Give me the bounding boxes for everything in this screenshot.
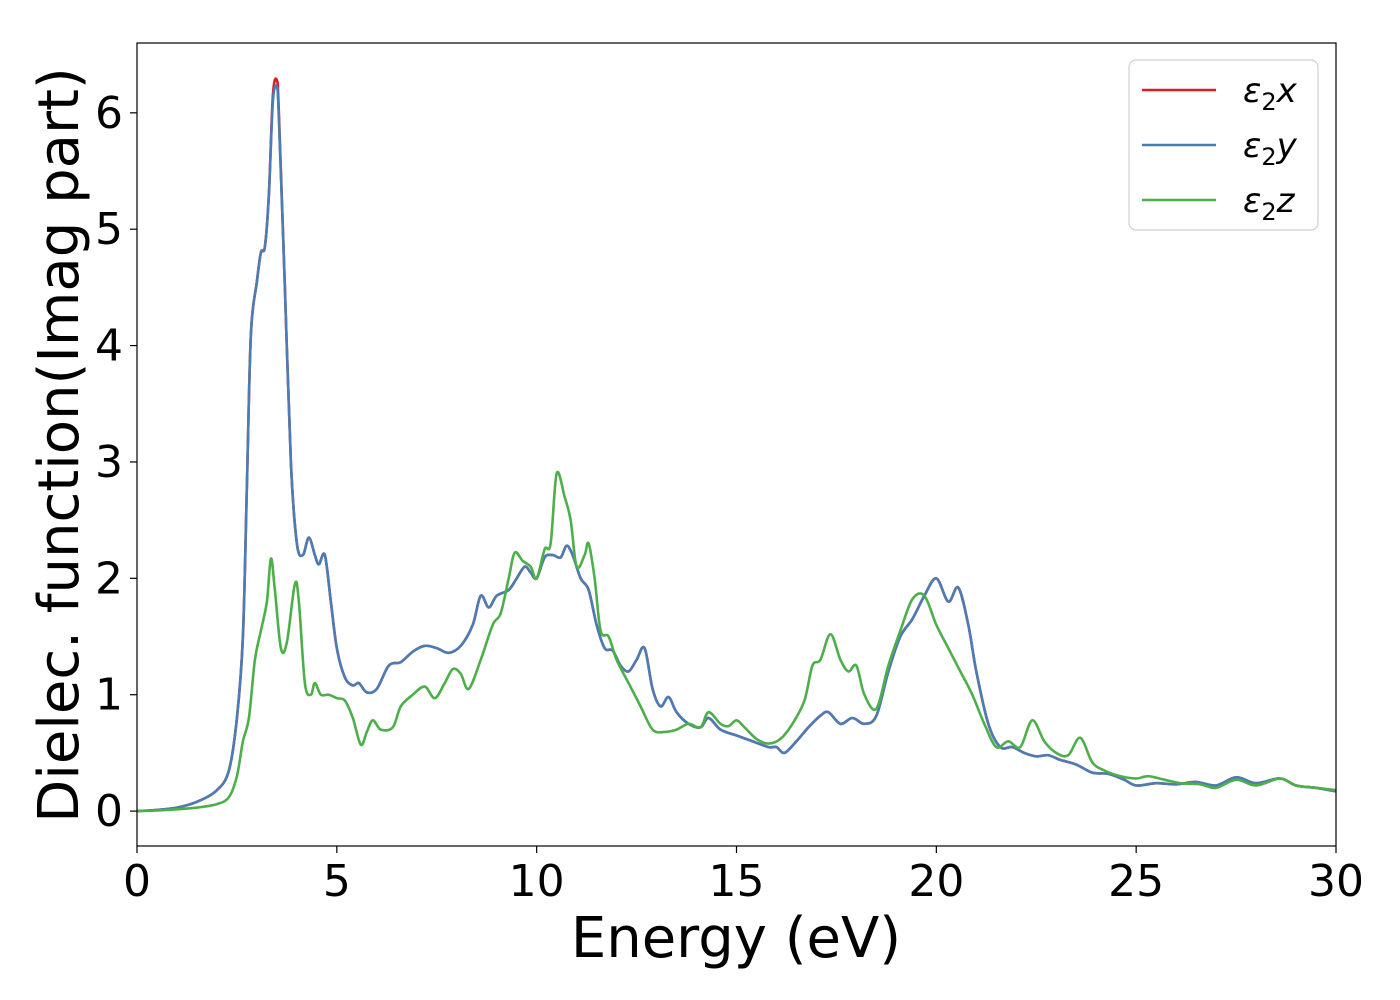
x-tick-label: 25 <box>1108 856 1164 907</box>
legend-label-z: ε2z <box>1243 181 1296 226</box>
x-tick-label: 10 <box>509 856 565 907</box>
y-axis: 0 1 2 3 4 5 6 <box>95 88 137 837</box>
legend-label-x: ε2x <box>1243 71 1298 116</box>
legend: ε2x ε2y ε2z <box>1128 59 1319 231</box>
y-tick-label: 1 <box>95 670 123 721</box>
y-axis-title: Dielec. function(Imag part) <box>27 67 92 823</box>
series-line-z <box>137 470 1336 813</box>
x-tick-label: 15 <box>709 856 765 907</box>
series-layer <box>137 77 1336 813</box>
x-axis: 0 5 10 15 20 25 30 <box>123 846 1364 907</box>
y-tick-label: 6 <box>95 88 123 139</box>
y-tick-label: 3 <box>95 437 123 488</box>
y-tick-label: 5 <box>95 204 123 255</box>
x-tick-label: 0 <box>123 856 151 907</box>
x-axis-title: Energy (eV) <box>571 906 901 971</box>
legend-label-y: ε2y <box>1243 126 1298 171</box>
legend-box <box>1128 59 1319 231</box>
y-tick-label: 2 <box>95 553 123 604</box>
y-tick-label: 4 <box>95 321 123 372</box>
y-tick-label: 0 <box>95 786 123 837</box>
x-tick-label: 30 <box>1308 856 1364 907</box>
x-tick-label: 5 <box>323 856 351 907</box>
series-line-y <box>137 84 1336 813</box>
x-tick-label: 20 <box>908 856 964 907</box>
